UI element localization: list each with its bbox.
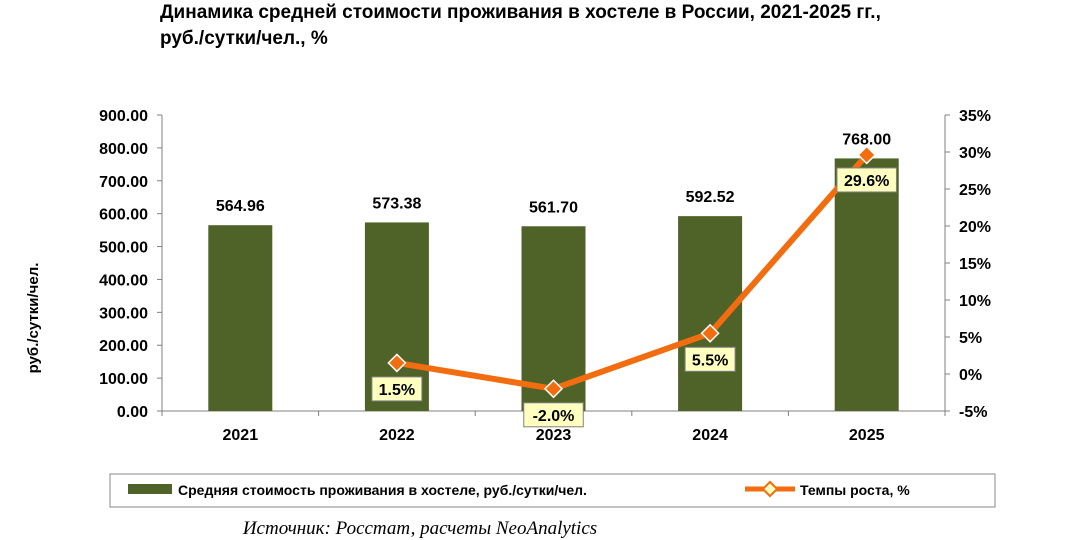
legend: Средняя стоимость проживания в хостеле, … bbox=[109, 473, 996, 508]
growth-marker bbox=[700, 323, 720, 343]
legend-line-marker bbox=[761, 480, 779, 498]
y2-tick-label: 35% bbox=[959, 108, 991, 125]
y-tick-label: 700.00 bbox=[99, 174, 148, 191]
y-tick-label: 800.00 bbox=[99, 141, 148, 158]
x-tick-label: 2025 bbox=[849, 427, 885, 444]
growth-line bbox=[396, 152, 869, 392]
growth-value-label: 5.5% bbox=[692, 352, 728, 369]
y2-tick-label: -5% bbox=[959, 404, 987, 421]
growth-marker bbox=[543, 379, 564, 399]
y-tick-label: 100.00 bbox=[99, 371, 148, 388]
legend-frame bbox=[109, 473, 996, 508]
bar-value-label: 564.96 bbox=[216, 198, 265, 215]
x-tick-label: 2022 bbox=[379, 427, 415, 444]
bar bbox=[208, 225, 273, 411]
bar-value-label: 561.70 bbox=[529, 199, 578, 216]
y2-tick-label: 0% bbox=[959, 367, 982, 384]
legend-bar-swatch bbox=[128, 484, 172, 494]
y2-tick-label: 15% bbox=[959, 256, 991, 273]
y-tick-label: 600.00 bbox=[99, 207, 148, 224]
data-labels: 564.96 573.38 561.70 592.52 768.00 1.5% -2.0% 5… bbox=[216, 131, 897, 428]
y-tick-label: 400.00 bbox=[99, 272, 148, 289]
y2-tick-label: 5% bbox=[959, 330, 982, 347]
x-tick-label: 2021 bbox=[223, 427, 259, 444]
growth-label-box bbox=[371, 376, 423, 402]
legend-bar-label: Средняя стоимость проживания в хостеле, … bbox=[178, 482, 587, 498]
y2-tick-label: 10% bbox=[959, 293, 991, 310]
growth-value-label: -2.0% bbox=[533, 408, 575, 425]
chart-title: Динамика средней стоимости проживания в … bbox=[160, 2, 881, 49]
growth-rate-series bbox=[387, 145, 877, 399]
y-tick-label: 0.00 bbox=[117, 404, 148, 421]
y2-tick-label: 30% bbox=[959, 145, 991, 162]
legend-line-label: Темпы роста, % bbox=[800, 482, 910, 498]
growth-label-box bbox=[523, 402, 584, 428]
bar-value-label: 768.00 bbox=[842, 131, 891, 148]
bar-value-label: 573.38 bbox=[372, 195, 421, 212]
y-tick-label: 300.00 bbox=[99, 305, 148, 322]
growth-label-box bbox=[684, 346, 736, 372]
bars-series bbox=[208, 158, 899, 411]
y2-tick-label: 20% bbox=[959, 219, 991, 236]
source-note: Источник: Росстат, расчеты NeoAnalytics bbox=[242, 518, 598, 539]
y2-tick-label: 25% bbox=[959, 182, 991, 199]
growth-value-label: 29.6% bbox=[844, 173, 889, 190]
y-tick-label: 200.00 bbox=[99, 338, 148, 355]
y-axis-title: руб./сутки/чел. bbox=[25, 263, 42, 374]
growth-marker bbox=[857, 145, 877, 165]
growth-label-box bbox=[836, 167, 897, 193]
growth-marker bbox=[387, 353, 407, 373]
bar bbox=[834, 158, 899, 411]
x-tick-label: 2024 bbox=[692, 427, 728, 444]
y-tick-label: 900.00 bbox=[99, 108, 148, 125]
x-tick-label: 2023 bbox=[536, 427, 572, 444]
axes: 0.00 100.00 200.00 300.00 400.00 500.00 600.00… bbox=[99, 108, 991, 444]
growth-value-label: 1.5% bbox=[379, 382, 415, 399]
y-tick-label: 500.00 bbox=[99, 240, 148, 257]
bar-value-label: 592.52 bbox=[686, 189, 735, 206]
bar bbox=[678, 216, 743, 411]
